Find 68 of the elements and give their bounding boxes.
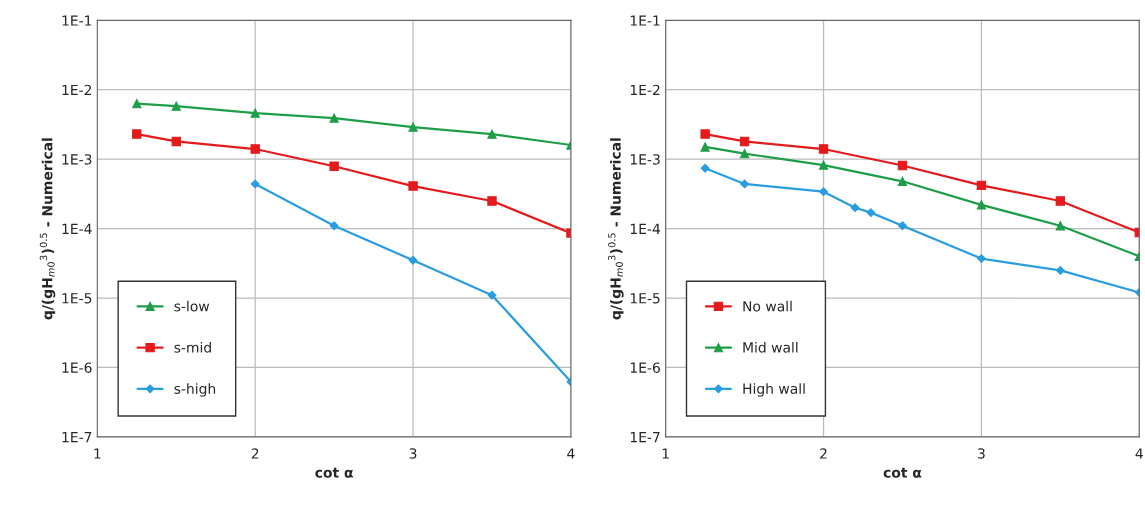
- point: [700, 142, 710, 152]
- legend-label: No wall: [743, 300, 792, 312]
- x-tick-label: 4: [567, 448, 575, 459]
- y-tick-label: 1E-3: [62, 154, 92, 165]
- point: [408, 122, 418, 132]
- y-tick-label: 1E-3: [630, 154, 660, 165]
- point: [329, 221, 339, 231]
- y-axis-title: q/(gH$_{m0}$$^{3}$)$^{0.5}$ - Numerical: [608, 138, 624, 320]
- x-tick-label: 4: [1135, 448, 1143, 459]
- point: [740, 179, 750, 189]
- x-tick-label: 2: [820, 448, 827, 459]
- legend-label: s-low: [174, 300, 210, 312]
- point: [171, 101, 181, 111]
- y-axis-title: q/(gH$_{m0}$$^{3}$)$^{0.5}$ - Numerical: [39, 138, 56, 320]
- point: [329, 161, 339, 171]
- point: [897, 160, 908, 171]
- point: [171, 136, 181, 147]
- point: [1055, 196, 1066, 206]
- y-tick-label: 1E-6: [62, 362, 92, 373]
- point: [408, 255, 418, 265]
- point: [898, 221, 907, 231]
- point: [408, 181, 418, 191]
- point: [487, 196, 497, 206]
- legend-label: s-mid: [174, 341, 211, 353]
- y-tick-label: 1E-2: [630, 84, 660, 96]
- point: [132, 98, 142, 109]
- y-tick-label: 1E-7: [630, 432, 660, 443]
- y-tick-label: 1E-5: [62, 293, 92, 304]
- point: [976, 180, 987, 191]
- legend-label: Mid wall: [743, 341, 798, 353]
- x-tick-label: 2: [251, 448, 259, 459]
- point: [250, 144, 260, 154]
- x-tick-label: 1: [94, 448, 101, 459]
- point: [132, 129, 142, 139]
- y-tick-label: 1E-2: [62, 84, 92, 96]
- y-tick-label: 1E-1: [630, 15, 660, 26]
- y-tick-label: 1E-4: [62, 223, 92, 234]
- point: [700, 129, 710, 139]
- point: [1055, 265, 1065, 275]
- y-tick-label: 1E-6: [630, 362, 660, 373]
- x-axis-title: cot α: [315, 467, 353, 478]
- point: [487, 290, 497, 300]
- point: [819, 187, 828, 197]
- point: [329, 113, 339, 123]
- point: [866, 208, 876, 218]
- point: [818, 160, 829, 170]
- point: [897, 176, 908, 186]
- y-tick-label: 1E-5: [630, 293, 660, 304]
- point: [1055, 221, 1066, 231]
- point: [976, 254, 986, 264]
- x-tick-label: 3: [409, 448, 417, 459]
- point: [487, 129, 497, 139]
- point: [739, 136, 750, 147]
- point: [850, 203, 860, 213]
- point: [700, 163, 710, 173]
- y-tick-label: 1E-7: [62, 432, 92, 443]
- legend-label: s-high: [174, 383, 216, 397]
- point: [250, 179, 260, 189]
- x-tick-label: 1: [662, 448, 669, 459]
- y-tick-label: 1E-1: [62, 15, 92, 26]
- point: [739, 148, 750, 159]
- point: [250, 108, 260, 118]
- y-tick-label: 1E-4: [630, 223, 661, 234]
- x-axis-title: cot α: [883, 467, 922, 478]
- point: [818, 144, 829, 154]
- point: [976, 200, 987, 210]
- x-tick-label: 3: [978, 448, 985, 459]
- legend-label: High wall: [743, 383, 805, 397]
